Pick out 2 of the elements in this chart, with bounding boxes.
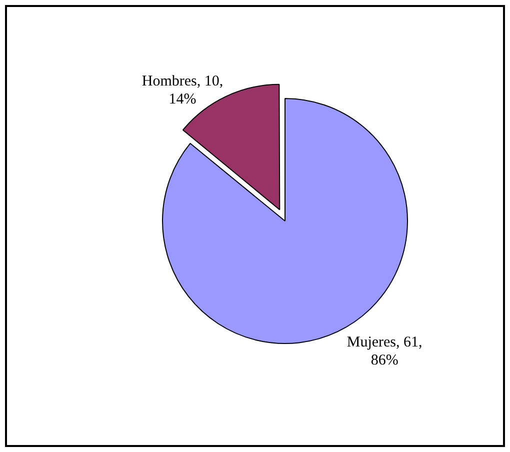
slice-label: Hombres, 10, 14%	[142, 73, 224, 108]
slice-label: Mujeres, 61, 86%	[346, 334, 422, 369]
